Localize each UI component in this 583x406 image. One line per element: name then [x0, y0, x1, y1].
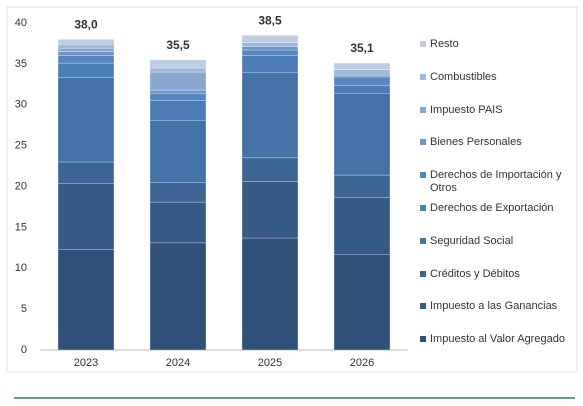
legend-label: Resto	[430, 38, 459, 50]
y-tick-label: 40	[15, 17, 27, 29]
bar-segment	[57, 55, 115, 64]
legend-item: Derechos de Importación y Otros	[420, 169, 570, 195]
legend-swatch	[420, 41, 426, 47]
bar-segment	[333, 76, 391, 86]
bar-segment	[149, 71, 207, 91]
total-label: 38,5	[258, 13, 282, 27]
bar-segment	[241, 46, 299, 51]
legend-label: Derechos de Exportación	[430, 202, 554, 214]
legend-item: Bienes Personales	[420, 136, 570, 149]
bar-segment	[57, 48, 115, 52]
legend-swatch	[420, 73, 426, 80]
bar-segment	[333, 75, 391, 78]
bar-segment	[57, 44, 115, 49]
bar-segment	[241, 72, 299, 159]
y-tick-label: 5	[21, 303, 27, 315]
bar-segment	[241, 181, 299, 239]
bar-segment	[333, 62, 391, 70]
legend-swatch	[420, 237, 426, 244]
bar-segment	[149, 182, 207, 203]
total-label: 38,0	[74, 18, 98, 32]
legend-swatch	[420, 106, 426, 113]
x-tick-label: 2023	[74, 357, 98, 369]
bar-segment	[333, 84, 391, 94]
legend-swatch	[420, 205, 426, 211]
bar-segment	[333, 174, 391, 198]
legend-item: Impuesto al Valor Agregado	[420, 333, 570, 346]
bar-segment	[149, 120, 207, 183]
legend-swatch	[420, 336, 426, 343]
legend-label: Impuesto al Valor Agregado	[430, 333, 565, 346]
legend-item: Resto	[420, 38, 570, 51]
x-tick-label: 2024	[166, 357, 190, 369]
y-tick-label: 35	[15, 58, 27, 70]
bar-segment	[57, 249, 115, 351]
y-tick-label: 10	[15, 262, 27, 274]
legend-label: Impuesto a las Ganancias	[430, 300, 558, 313]
bar-segment	[241, 35, 299, 43]
y-tick-label: 30	[15, 99, 27, 111]
frame	[6, 6, 578, 373]
legend-item: Derechos de Exportación	[420, 202, 570, 215]
bar-segment	[149, 93, 207, 101]
legend-label: Combustibles	[430, 70, 497, 83]
bar-segment	[333, 93, 391, 176]
bar-segment	[57, 51, 115, 56]
x-tick-label: 2025	[258, 357, 282, 369]
bar-segment	[149, 201, 207, 244]
y-tick-label: 15	[15, 221, 27, 233]
bar-segment	[149, 59, 207, 69]
x-tick-label: 2026	[350, 357, 374, 369]
bar-segment	[333, 254, 391, 351]
legend-label: Créditos y Débitos	[430, 267, 520, 280]
total-label: 35,5	[166, 38, 190, 52]
legend-item: Créditos y Débitos	[420, 268, 570, 281]
legend-item: Impuesto a las Ganancias	[420, 300, 570, 313]
bar-segment	[241, 157, 299, 182]
legend-swatch	[420, 172, 426, 179]
bar-segment	[57, 62, 115, 78]
legend-label: Bienes Personales	[430, 136, 522, 149]
bar-segment	[149, 242, 207, 351]
y-tick-label: 0	[21, 344, 27, 356]
bar-segment	[241, 55, 299, 74]
y-tick-label: 25	[15, 140, 27, 152]
legend-label: Impuesto PAIS	[430, 103, 503, 116]
bar-segment	[333, 69, 391, 76]
bar-segment	[149, 89, 207, 94]
legend-swatch	[420, 270, 426, 277]
bar-segment	[241, 237, 299, 351]
bar-segment	[241, 42, 299, 47]
legend-label: Seguridad Social	[430, 234, 514, 247]
legend-swatch	[420, 139, 426, 146]
bar-segment	[241, 49, 299, 56]
legend-item: Combustibles	[420, 71, 570, 84]
bar-segment	[149, 67, 207, 73]
legend-item: Impuesto PAIS	[420, 104, 570, 117]
bar-segment	[149, 100, 207, 121]
bar-segment	[57, 77, 115, 163]
y-tick-label: 20	[15, 180, 27, 192]
total-label: 35,1	[350, 41, 374, 55]
bar-segment	[57, 39, 115, 45]
legend-item: Seguridad Social	[420, 235, 570, 248]
bar-segment	[333, 196, 391, 255]
bar-segment	[57, 183, 115, 250]
legend-swatch	[420, 303, 426, 310]
bar-segment	[57, 161, 115, 184]
legend-label: Derechos de Importación y Otros	[430, 169, 562, 195]
